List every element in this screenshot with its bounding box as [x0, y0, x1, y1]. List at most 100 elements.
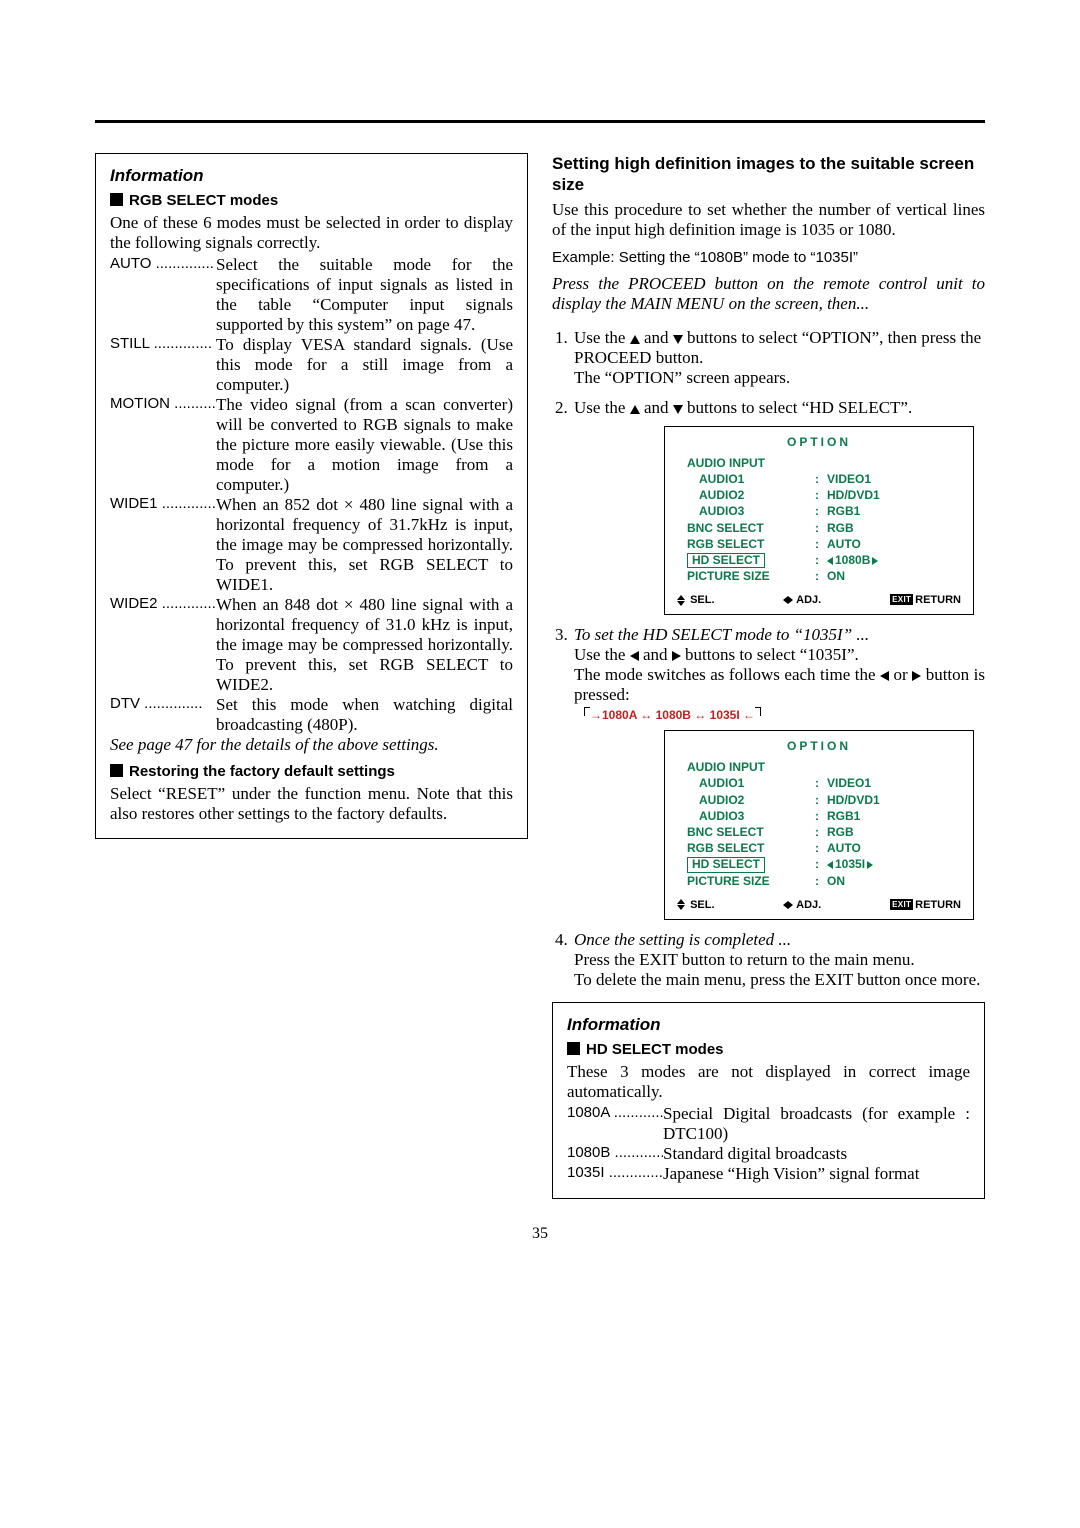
osd-value: VIDEO1: [827, 471, 963, 487]
osd-colon: :: [815, 873, 827, 889]
rgb-select-subhead: RGB SELECT modes: [110, 192, 513, 209]
mode-desc: The video signal (from a scan converter)…: [216, 395, 513, 495]
rgb-info-box: Information RGB SELECT modes One of thes…: [95, 153, 528, 839]
information-title: Information: [110, 166, 513, 186]
osd-value: RGB: [827, 520, 963, 536]
down-arrow-icon: [673, 335, 683, 344]
step3-text-b: and: [639, 645, 672, 664]
section-intro: Use this procedure to set whether the nu…: [552, 200, 985, 240]
mode-desc: When an 852 dot × 480 line signal with a…: [216, 495, 513, 595]
osd-label: RGB SELECT: [675, 536, 815, 552]
step3-d-a: The mode switches as follows each time t…: [574, 665, 880, 684]
mode-row: AUTO ..............Select the suitable m…: [110, 255, 513, 335]
page-number: 35: [95, 1225, 985, 1243]
mode-row: 1080B ...............Standard digital br…: [567, 1144, 970, 1164]
osd-title: OPTION: [675, 739, 963, 753]
osd-value: HD/DVD1: [827, 487, 963, 503]
osd-sel-label: SEL.: [690, 899, 714, 911]
bullet-square-icon: [110, 193, 123, 206]
mode-desc: When an 848 dot × 480 line signal with a…: [216, 595, 513, 695]
mode-row: WIDE1 ..............When an 852 dot × 48…: [110, 495, 513, 595]
osd-label: PICTURE SIZE: [675, 873, 815, 889]
step2-text-a: Use the: [574, 398, 630, 417]
osd-value: RGB: [827, 824, 963, 840]
updown-icon: [677, 899, 685, 910]
mode-desc: To display VESA standard signals. (Use t…: [216, 335, 513, 395]
mode-term: STILL ..............: [110, 335, 216, 352]
osd-value: RGB1: [827, 808, 963, 824]
osd-label: BNC SELECT: [675, 824, 815, 840]
step1-text-c: buttons to select “OPTION”, then press t…: [574, 328, 981, 367]
osd-colon: :: [815, 775, 827, 791]
mode-term: 1080B ...............: [567, 1144, 663, 1161]
osd-sel: SEL.: [677, 594, 715, 606]
osd-row: RGB SELECT:AUTO: [675, 840, 963, 856]
exit-icon: EXIT: [890, 594, 913, 605]
osd-label: AUDIO3: [675, 808, 815, 824]
mode-desc: Standard digital broadcasts: [663, 1144, 970, 1164]
osd-row: AUDIO1:VIDEO1: [675, 775, 963, 791]
right-arrow-icon: [872, 557, 878, 565]
mode-term: 1035I ...............: [567, 1164, 663, 1181]
osd-return: EXITRETURN: [890, 594, 961, 606]
osd-label: HD SELECT: [675, 856, 815, 872]
leftright-icon: [783, 899, 793, 911]
osd-label: AUDIO INPUT: [675, 759, 815, 775]
osd-colon: :: [815, 487, 827, 503]
osd-colon: :: [815, 840, 827, 856]
step-4: Once the setting is completed ... Press …: [572, 930, 985, 990]
restore-subhead: Restoring the factory default settings: [110, 763, 513, 780]
osd-label: BNC SELECT: [675, 520, 815, 536]
seq-a: 1080A: [602, 708, 637, 722]
osd-row: AUDIO2:HD/DVD1: [675, 487, 963, 503]
information-title-2: Information: [567, 1015, 970, 1035]
osd-colon: :: [815, 552, 827, 568]
up-arrow-icon: [630, 405, 640, 414]
leftright-icon: [783, 594, 793, 606]
mode-row: 1080A ...............Special Digital bro…: [567, 1104, 970, 1144]
hd-info-box: Information HD SELECT modes These 3 mode…: [552, 1002, 985, 1199]
step2-text-b: and: [640, 398, 673, 417]
mode-row: WIDE2 ..............When an 848 dot × 48…: [110, 595, 513, 695]
up-arrow-icon: [630, 335, 640, 344]
example-line: Example: Setting the “1080B” mode to “10…: [552, 248, 985, 268]
osd-label: AUDIO3: [675, 503, 815, 519]
osd-row: AUDIO1:VIDEO1: [675, 471, 963, 487]
down-arrow-icon: [673, 405, 683, 414]
step3-text-a: Use the: [574, 645, 630, 664]
seq-c: 1035I: [710, 708, 740, 722]
osd-colon: :: [815, 568, 827, 584]
osd-row: PICTURE SIZE:ON: [675, 873, 963, 889]
osd-return: EXITRETURN: [890, 899, 961, 911]
left-arrow-icon: [827, 557, 833, 565]
hd-heading-text: HD SELECT modes: [586, 1041, 724, 1058]
osd-value: ON: [827, 873, 963, 889]
osd-sel: SEL.: [677, 899, 715, 911]
osd-row: BNC SELECT:RGB: [675, 520, 963, 536]
osd-colon: :: [815, 808, 827, 824]
osd-colon: :: [815, 471, 827, 487]
mode-desc: Set this mode when watching digital broa…: [216, 695, 513, 735]
exit-icon: EXIT: [890, 899, 913, 910]
osd-value: VIDEO1: [827, 775, 963, 791]
rgb-modes-list: AUTO ..............Select the suitable m…: [110, 255, 513, 735]
mode-term: 1080A ...............: [567, 1104, 663, 1121]
osd-row: AUDIO INPUT: [675, 759, 963, 775]
osd-adj-label: ADJ.: [796, 899, 821, 911]
step4-lead: Once the setting is completed ...: [574, 930, 791, 949]
step1-text-b: and: [640, 328, 673, 347]
osd-return-label: RETURN: [915, 899, 961, 911]
mode-term: WIDE1 ..............: [110, 495, 216, 512]
left-arrow-icon: [630, 651, 639, 661]
osd-colon: :: [815, 824, 827, 840]
osd-label: HD SELECT: [675, 552, 815, 568]
right-arrow-icon: [867, 861, 873, 869]
osd-adj-label: ADJ.: [796, 594, 821, 606]
mode-row: 1035I ...............Japanese “High Visi…: [567, 1164, 970, 1184]
osd-row: PICTURE SIZE:ON: [675, 568, 963, 584]
left-arrow-icon: [827, 861, 833, 869]
osd-label: AUDIO2: [675, 792, 815, 808]
step4-b: To delete the main menu, press the EXIT …: [574, 970, 985, 990]
osd-colon: :: [815, 520, 827, 536]
osd-footer: SEL. ADJ. EXITRETURN: [675, 899, 963, 911]
